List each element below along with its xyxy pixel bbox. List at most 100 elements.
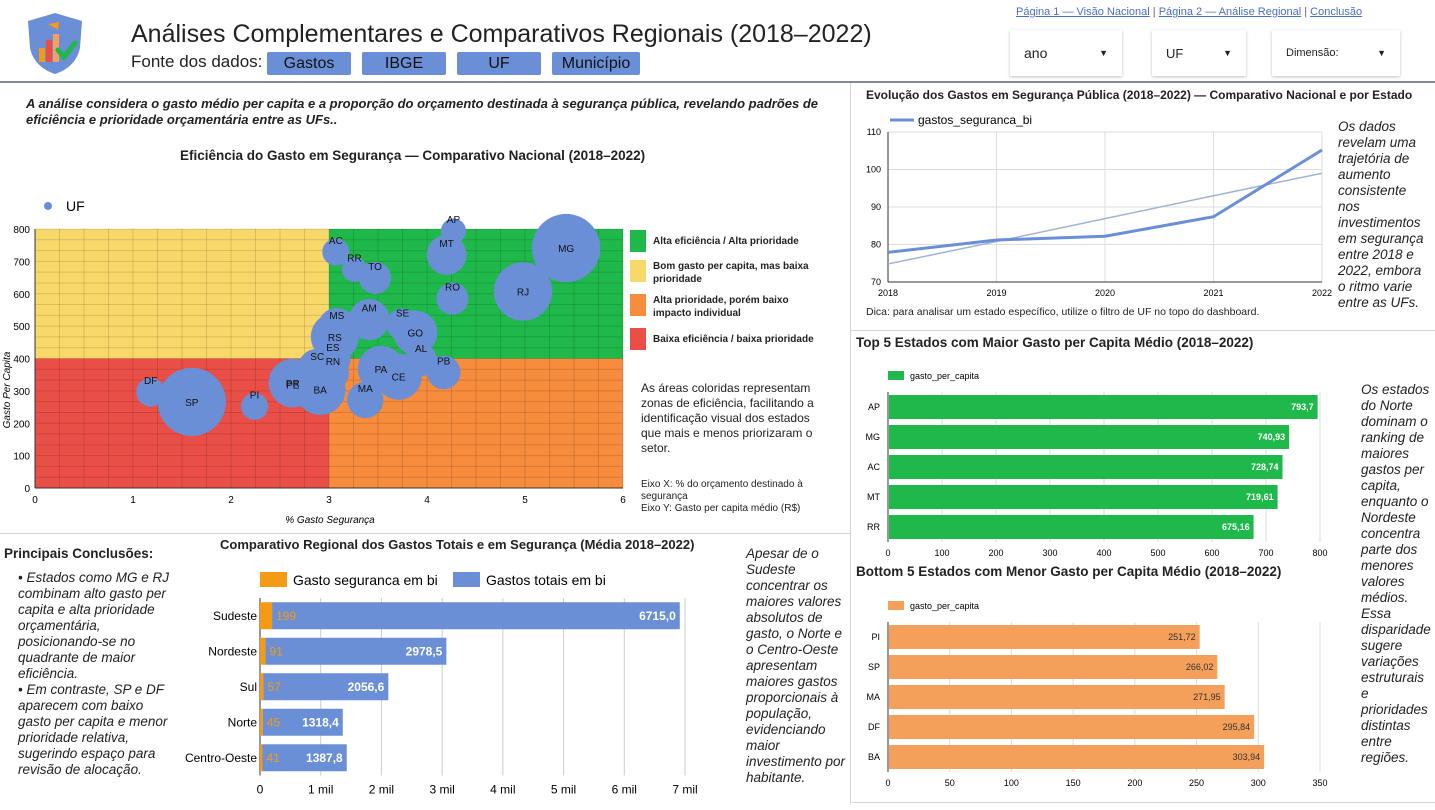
chevron-down-icon: ▼ [1099, 48, 1108, 58]
zone-label: Baixa eficiência / baixa prioridade [653, 334, 814, 345]
legend-label: UF [66, 198, 85, 214]
regional-bar-chart: Gasto seguranca em bi Gastos totais em b… [185, 572, 698, 797]
nav-separator: | [1149, 6, 1159, 18]
bar-ma [889, 685, 1225, 709]
bar-value-label: 719,61 [1246, 492, 1274, 502]
point-label: SE [396, 309, 410, 320]
filter-dimensao-label: Dimensão: [1286, 47, 1339, 59]
x-tick-label: 100 [934, 548, 949, 558]
legend-label: gasto_per_capita [910, 601, 979, 611]
y-tick-label: 300 [13, 387, 30, 398]
point-label: CE [392, 373, 406, 384]
axis-note-y: Eixo Y: Gasto per capita médio (R$) [641, 503, 801, 514]
x-tick-label: 600 [1204, 548, 1219, 558]
bar-totais-sul [263, 673, 389, 701]
x-tick-label: 100 [1004, 778, 1019, 788]
x-tick-label: 2 [228, 495, 234, 506]
zone-swatch [630, 294, 646, 316]
chevron-down-icon: ▼ [1223, 48, 1232, 58]
x-tick-label: 2018 [878, 288, 898, 298]
zone-legend-item: Bom gasto per capita, mas baixa priorida… [630, 260, 820, 294]
filter-dimensao-dropdown[interactable]: Dimensão: ▼ [1272, 30, 1400, 76]
category-label: Nordeste [208, 644, 257, 658]
x-tick-label: 50 [945, 778, 955, 788]
legend-swatch [888, 601, 904, 610]
bar-totais-centro-oeste [262, 744, 347, 772]
legend-swatch [888, 371, 904, 380]
zone-swatch [630, 260, 646, 282]
category-label: AC [867, 462, 880, 472]
bar-value-label: 271,95 [1193, 692, 1221, 702]
bar-value-label: 2978,5 [406, 644, 443, 658]
point-am [348, 299, 390, 341]
bar-value-label: 2056,6 [348, 680, 385, 694]
bar-ap [889, 395, 1318, 419]
x-tick-label: 0 [257, 783, 264, 797]
source-chip-ibge[interactable]: IBGE [362, 52, 446, 75]
legend-label: Gasto seguranca em bi [293, 572, 438, 588]
x-tick-label: 5 mil [551, 783, 576, 797]
x-tick-label: 400 [1096, 548, 1111, 558]
conclusion-item: • Em contraste, SP e DF aparecem com bai… [18, 682, 168, 777]
point-label: PA [375, 365, 388, 376]
zone-swatch [630, 328, 646, 350]
x-tick-label: 300 [1251, 778, 1266, 788]
filter-ano-dropdown[interactable]: ano ▼ [1010, 30, 1122, 76]
x-tick-label: 2022 [1312, 288, 1332, 298]
source-chip-municipio[interactable]: Município [552, 52, 640, 75]
category-label: BA [868, 752, 880, 762]
logo-icon [28, 13, 82, 74]
point-pi [240, 392, 269, 420]
y-tick-label: 400 [13, 355, 30, 366]
x-tick-label: 350 [1312, 778, 1327, 788]
line-chart-tip: Dica: para analisar um estado específico… [866, 306, 1260, 318]
source-chip-gastos[interactable]: Gastos [267, 52, 351, 75]
point-label: PI [250, 390, 259, 401]
top5-title: Top 5 Estados com Maior Gasto per Capita… [856, 335, 1254, 350]
page-nav: Página 1 — Visão Nacional | Página 2 — A… [1016, 6, 1362, 18]
point-label: MA [358, 384, 373, 395]
point-go [393, 310, 438, 355]
bar-totais-sudeste [272, 602, 680, 630]
bar-value-label: 295,84 [1223, 722, 1251, 732]
legend-label: gastos_seguranca_bi [918, 113, 1032, 127]
point-label: RN [326, 357, 340, 368]
bar-value-label: 6715,0 [639, 609, 676, 623]
x-tick-label: 4 [424, 495, 430, 506]
x-tick-label: 250 [1189, 778, 1204, 788]
point-label: PR [286, 379, 300, 390]
x-tick-label: 1 mil [308, 783, 333, 797]
y-tick-label: 500 [13, 322, 30, 333]
category-label: Norte [228, 715, 258, 729]
x-tick-label: 0 [885, 548, 890, 558]
series-line [887, 148, 1323, 254]
nav-link-page2[interactable]: Página 2 — Análise Regional [1158, 6, 1302, 18]
bar-ba [889, 745, 1265, 769]
point-label: PB [437, 356, 451, 367]
filter-uf-dropdown[interactable]: UF ▼ [1152, 30, 1246, 76]
zone-legend-item: Alta prioridade, porém baixo impacto ind… [630, 294, 820, 328]
point-label: AM [362, 304, 377, 315]
point-ma [347, 381, 384, 419]
filter-ano-label: ano [1024, 45, 1048, 61]
point-mg [531, 213, 601, 283]
category-label: DF [868, 722, 880, 732]
category-label: Sudeste [213, 609, 257, 623]
nav-link-page1[interactable]: Página 1 — Visão Nacional [1016, 6, 1150, 18]
bar-seguranca-centro-oeste [260, 744, 263, 772]
x-tick-label: 300 [1042, 548, 1057, 558]
x-tick-label: 0 [32, 495, 38, 506]
row-divider [0, 533, 850, 534]
x-tick-label: 6 mil [612, 783, 637, 797]
bar-totais-norte [262, 708, 343, 736]
line-chart: gastos_seguranca_bi 70 80 90 100 110 2018 2019… [866, 113, 1332, 298]
x-tick-label: 2 mil [369, 783, 394, 797]
source-chip-uf[interactable]: UF [457, 52, 541, 75]
bar-value-label: 1387,8 [306, 751, 343, 765]
y-tick-label: 90 [871, 202, 881, 212]
chevron-down-icon: ▼ [1377, 48, 1386, 58]
intro-text: A análise considera o gasto médio per ca… [26, 96, 819, 127]
nav-link-conclusion[interactable]: Conclusão [1310, 6, 1363, 18]
category-label: Sul [240, 680, 257, 694]
bar-value-label: 266,02 [1186, 662, 1214, 672]
